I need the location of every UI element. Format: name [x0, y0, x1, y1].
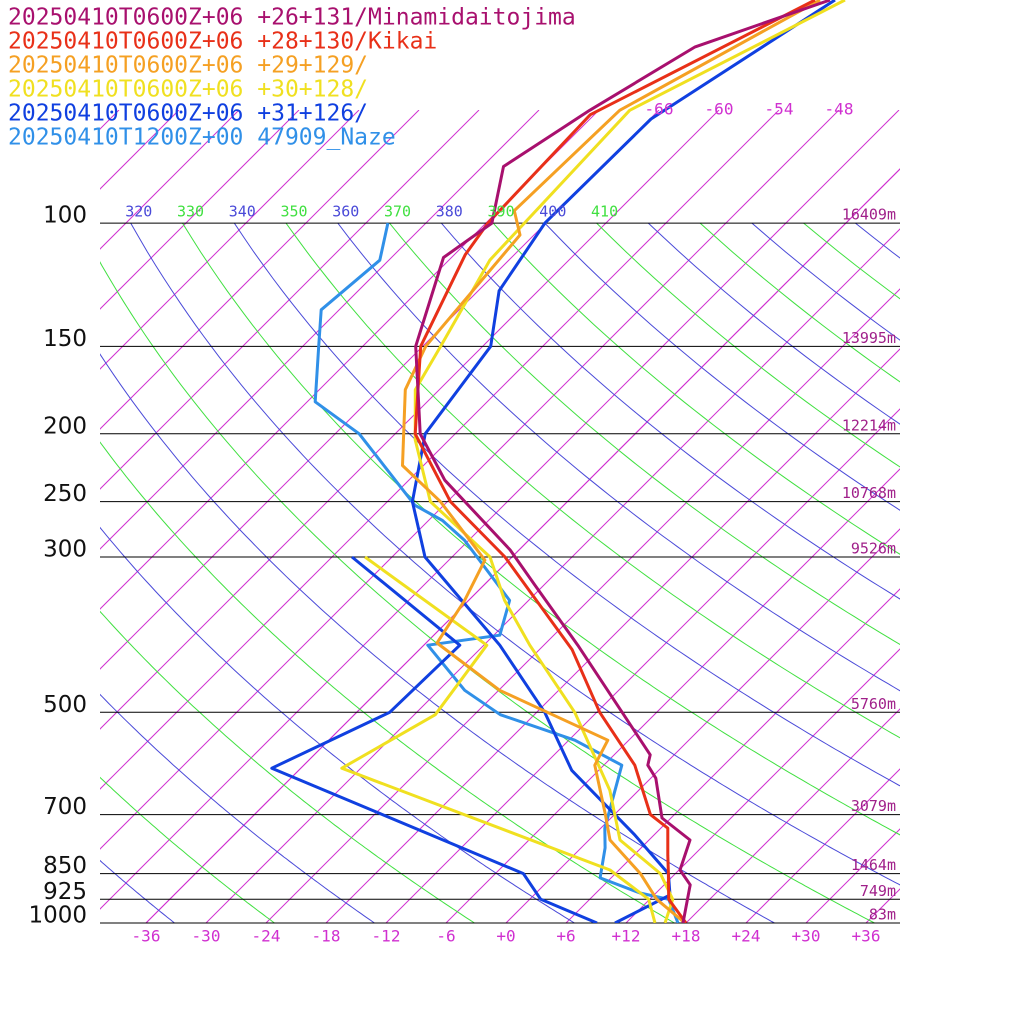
- y-tick-label: 150: [43, 326, 87, 352]
- isentrope-label: 350: [280, 203, 307, 221]
- legend-entry: 20250410T0600Z+06 +29+129/: [8, 53, 368, 79]
- y-tick-label: 500: [43, 692, 87, 718]
- x-tick-label: +36: [852, 927, 881, 946]
- isentrope: [647, 223, 900, 425]
- isotherm: [100, 110, 780, 790]
- y-tick-label: 200: [43, 413, 87, 439]
- isotherm: [745, 768, 900, 923]
- isentrope: [492, 223, 900, 555]
- temperature-line: [410, 0, 836, 923]
- isotherm-label: -66: [645, 100, 674, 119]
- height-label: 3079m: [851, 797, 896, 815]
- isotherm: [100, 110, 300, 310]
- isotherm: [685, 708, 900, 923]
- isotherm: [505, 528, 900, 923]
- isotherm-label: -54: [765, 100, 794, 119]
- isentrope: [100, 441, 675, 923]
- dewpoint-line: [340, 555, 657, 923]
- isotherm: [100, 110, 180, 190]
- isotherm: [100, 110, 240, 250]
- isentrope: [907, 223, 1024, 923]
- isentrope-label: 380: [436, 203, 463, 221]
- isotherm: [100, 110, 480, 490]
- temperature-line: [414, 0, 831, 923]
- height-label: 9526m: [851, 540, 896, 558]
- isotherm: [100, 110, 720, 730]
- temperature-line: [313, 222, 680, 923]
- isentrope: [803, 223, 900, 300]
- isotherm: [100, 110, 540, 550]
- x-tick-label: -30: [192, 927, 221, 946]
- isotherm: [445, 468, 900, 923]
- labels: -36 -30 -24 -18 -12 -6 +0 +6 +12 +18 +24 +30 +36 -66 -…: [8, 5, 896, 946]
- isentrope: [233, 223, 900, 787]
- height-label: 16409m: [842, 206, 896, 224]
- isotherm: [325, 348, 900, 923]
- temperature-line: [401, 0, 821, 923]
- legend-entry: 20250410T0600Z+06 +26+131/Minamidaitojim…: [8, 5, 576, 31]
- x-tick-label: +30: [792, 927, 821, 946]
- dewpoint-line: [270, 555, 598, 923]
- x-tick-label: -12: [372, 927, 401, 946]
- x-tick-label: -6: [436, 927, 455, 946]
- profiles: [270, 0, 846, 923]
- x-tick-label: +12: [612, 927, 641, 946]
- y-tick-label: 300: [43, 537, 87, 563]
- isotherm-label: -48: [825, 100, 854, 119]
- isentrope-label: 390: [488, 203, 515, 221]
- x-tick-label: -18: [312, 927, 341, 946]
- isotherm: [385, 408, 900, 923]
- x-tick-label: -36: [132, 927, 161, 946]
- height-label: 5760m: [851, 695, 896, 713]
- isentrope: [100, 776, 275, 923]
- y-tick-label: 850: [43, 853, 87, 879]
- isotherm: [100, 110, 660, 670]
- x-tick-label: +24: [732, 927, 761, 946]
- isotherm: [625, 648, 900, 923]
- legend-entry: 20250410T1200Z+00 47909_Naze: [8, 125, 396, 151]
- isotherm: [145, 168, 900, 923]
- x-tick-label: -24: [252, 927, 281, 946]
- legend-entry: 20250410T0600Z+06 +30+128/: [8, 77, 368, 103]
- height-label: 10768m: [842, 484, 896, 502]
- x-tick-label: +18: [672, 927, 701, 946]
- y-tick-label: 1000: [28, 903, 87, 929]
- isentrope-label: 360: [332, 203, 359, 221]
- isotherm: [100, 110, 420, 430]
- legend-entry: 20250410T0600Z+06 +31+126/: [8, 101, 368, 127]
- temperature-line: [413, 0, 846, 923]
- isentrope-label: 400: [539, 203, 566, 221]
- isotherm: [100, 110, 360, 370]
- isotherm: [100, 110, 900, 910]
- y-tick-label: 100: [43, 203, 87, 229]
- x-tick-label: +0: [496, 927, 515, 946]
- isentrope-label: 370: [384, 203, 411, 221]
- height-label: 12214m: [842, 416, 896, 434]
- isentrope: [440, 223, 900, 600]
- isentrope-label: 340: [229, 203, 256, 221]
- x-tick-label: +6: [556, 927, 575, 946]
- temperature-line: [413, 0, 816, 923]
- height-label: 749m: [860, 882, 896, 900]
- legend-entry: 20250410T0600Z+06 +28+130/Kikai: [8, 29, 437, 55]
- height-label: 83m: [869, 906, 896, 924]
- isentrope: [100, 859, 175, 923]
- height-label: 1464m: [851, 856, 896, 874]
- isotherm: [265, 288, 900, 923]
- y-tick-label: 925: [43, 879, 87, 905]
- isentrope-label: 330: [177, 203, 204, 221]
- axes: [100, 222, 900, 924]
- isentrope: [182, 223, 900, 836]
- isentrope: [389, 223, 900, 646]
- isotherm-label: -60: [705, 100, 734, 119]
- y-tick-label: 250: [43, 481, 87, 507]
- isentrope-label: 410: [591, 203, 618, 221]
- height-label: 13995m: [842, 329, 896, 347]
- isotherm: [565, 588, 900, 923]
- isentrope-label: 320: [125, 203, 152, 221]
- isotherm: [100, 110, 600, 610]
- y-tick-label: 700: [43, 794, 87, 820]
